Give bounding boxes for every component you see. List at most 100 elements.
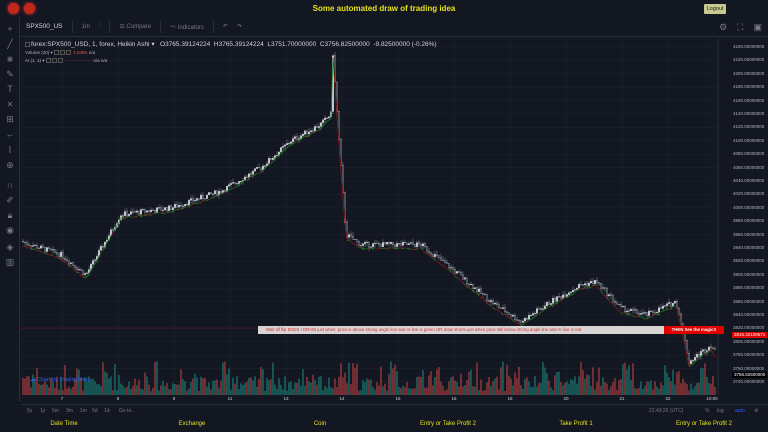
volume-bar (454, 380, 456, 395)
percent-toggle[interactable]: % (705, 408, 710, 414)
volume-bar (466, 379, 468, 395)
candle (314, 126, 316, 132)
volume-bar (516, 377, 518, 395)
goto-button[interactable]: Go to... (119, 408, 136, 414)
volume-bar (208, 382, 210, 395)
ai-line (684, 344, 688, 357)
candle (476, 287, 478, 292)
volume-bar (526, 377, 528, 395)
clock-time[interactable]: 21:43:26 (UTC) (649, 408, 684, 414)
volume-value: 1.049K (73, 50, 88, 55)
range-5y[interactable]: 5y (27, 408, 33, 414)
series-name[interactable]: forex:SPX500_USD, 1, forex, Heikin Ashi (31, 41, 150, 48)
gear-icon[interactable]: ⚙ (719, 22, 728, 32)
range-1m[interactable]: 1m (80, 408, 87, 414)
candle (690, 360, 692, 364)
trash-icon[interactable]: ▥ (5, 257, 15, 267)
indicators-button[interactable]: 〜 Indicators (170, 25, 204, 31)
volume-bar (656, 386, 658, 395)
candle (518, 320, 520, 322)
volume-bar (192, 378, 194, 395)
candle (358, 241, 360, 246)
interval-button[interactable]: 1m (81, 23, 90, 30)
volume-bar (592, 367, 594, 395)
volume-bar (112, 390, 114, 395)
range-1d[interactable]: 1d (104, 408, 110, 414)
fullscreen-icon[interactable]: ⛶ (737, 22, 744, 32)
record-icon[interactable] (8, 3, 19, 14)
redo-icon[interactable]: ↷ (236, 24, 242, 30)
undo-icon[interactable]: ↶ (222, 24, 228, 30)
chart-toolbar: SPX500_US 1m ⫶ ⚖ Compare 〜 Indicators ↶ … (21, 17, 768, 37)
magnet-icon[interactable]: ∩ (6, 180, 14, 190)
candle (158, 207, 160, 209)
candle (626, 310, 628, 313)
prediction-icon[interactable]: ⊞ (6, 114, 14, 124)
chart-type-icon[interactable]: ⫶ (98, 23, 101, 29)
lock-drawings-icon[interactable]: ✐ (6, 195, 14, 205)
volume-bar (444, 390, 446, 395)
volume-bar (218, 387, 220, 395)
candle (22, 241, 24, 243)
price-chart[interactable] (21, 38, 768, 395)
range-6m[interactable]: 6m (52, 408, 59, 414)
candle (586, 283, 588, 286)
text-icon[interactable]: T (7, 84, 13, 94)
range-5d[interactable]: 5d (92, 408, 98, 414)
ai-line (258, 170, 262, 174)
eye-icon[interactable]: ◉ (6, 225, 14, 235)
crosshair-icon[interactable]: + (7, 24, 13, 34)
volume-bar (252, 380, 254, 395)
volume-bar (154, 362, 156, 395)
camera-icon[interactable]: ▣ (753, 22, 762, 32)
ai-indicator-label[interactable]: AI (1, 1) (25, 58, 42, 63)
collapse-checkbox[interactable] (25, 41, 30, 47)
lock-icon[interactable]: 🔒︎ (7, 210, 13, 220)
volume-bar (274, 384, 276, 395)
candle (674, 301, 676, 304)
tradingview-watermark[interactable]: ☁ Chart by TradingView (30, 377, 90, 383)
ai-line (70, 266, 74, 269)
candle (382, 242, 384, 248)
volume-bar (104, 371, 106, 395)
logout-button[interactable]: Logout (704, 4, 726, 14)
volume-bar (694, 386, 696, 395)
symbol-search[interactable]: SPX500_US (26, 23, 63, 30)
ai-line (172, 209, 176, 212)
ai-line (320, 125, 324, 129)
ai-line (566, 295, 570, 298)
pattern-icon[interactable]: ⨯ (6, 99, 14, 109)
candle (306, 130, 308, 135)
volume-bar (142, 389, 144, 395)
settings-icon[interactable]: ⚙ (754, 408, 759, 414)
candle (492, 300, 494, 305)
volume-bar (574, 376, 576, 395)
ai-line (200, 200, 204, 203)
volume-bar (368, 379, 370, 395)
candle (668, 302, 670, 304)
volume-bar (128, 381, 130, 395)
volume-bar (650, 380, 652, 395)
ai-line (306, 135, 310, 138)
log-toggle[interactable]: log (717, 408, 724, 414)
compare-button[interactable]: ⚖ Compare (119, 24, 152, 30)
ruler-icon[interactable]: ⌇ (7, 145, 13, 155)
pitchfork-icon[interactable]: ⋇ (6, 54, 14, 64)
volume-bar (220, 380, 222, 395)
back-arrow-icon[interactable]: ← (5, 129, 15, 139)
zoom-icon[interactable]: ⊕ (6, 160, 14, 170)
volume-bar (54, 387, 56, 395)
candle (46, 247, 48, 252)
range-3m[interactable]: 3m (66, 408, 73, 414)
record-icon[interactable] (24, 3, 35, 14)
volume-bar (352, 363, 354, 395)
candle (508, 312, 510, 315)
brush-icon[interactable]: ✎ (6, 69, 14, 79)
auto-toggle[interactable]: auto (735, 408, 745, 414)
volume-bar (126, 386, 128, 395)
layers-icon[interactable]: ◈ (6, 242, 14, 252)
ai-line (36, 250, 40, 252)
volume-indicator-label[interactable]: Volume (20) (25, 50, 50, 55)
range-1y[interactable]: 1y (40, 408, 46, 414)
trend-line-icon[interactable]: ╱ (7, 39, 13, 49)
